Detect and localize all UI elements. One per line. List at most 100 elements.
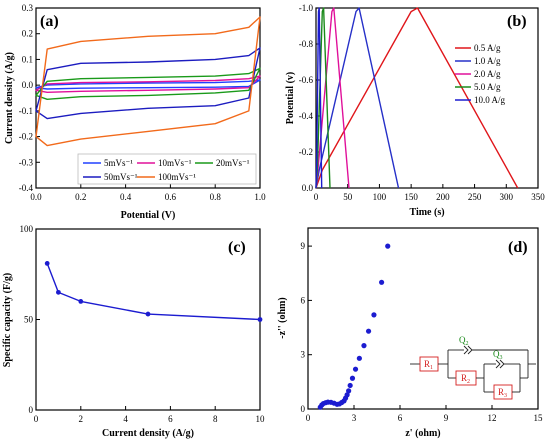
circuit-labels: R1 R2 R3 Q2 Q3 <box>424 335 507 399</box>
plot-a-ytick-label: 0.2 <box>22 29 33 39</box>
legend-b-label-2: 2.0 A/g <box>474 69 501 79</box>
plot-a-series-line <box>35 47 261 120</box>
plot-d-xtick-label: 9 <box>444 413 449 423</box>
plot-d-ytick-label: 9 <box>301 241 306 251</box>
plot-a-frame <box>35 7 261 189</box>
circuit-q2-symbol <box>463 345 473 355</box>
plot-a-xtick-label: 0.0 <box>30 192 42 202</box>
plot-d-point <box>365 328 372 334</box>
plot-b-series-line <box>315 7 400 189</box>
plot-c-xtick-label: 0 <box>34 414 39 424</box>
plot-d-ytick-label: 6 <box>301 295 306 305</box>
legend-b-label-3: 5.0 A/g <box>474 82 501 92</box>
plot-d-xtick-label: 0 <box>306 413 311 423</box>
plot-c-ytick-label: 50 <box>24 315 34 325</box>
plot-a-series-line <box>35 67 261 101</box>
plot-b-xtick-label: 200 <box>436 192 450 202</box>
plot-a-ytick-label: -0.1 <box>19 106 33 116</box>
plot-a-ylabel: Current density (A/g) <box>4 52 15 144</box>
plot-d-ylabel: -z'' (ohm) <box>277 297 288 338</box>
plot-d-point <box>346 388 352 394</box>
plot-a-ytick-label: -0.2 <box>19 132 33 142</box>
panel-b-label: (b) <box>507 13 527 30</box>
panel-c-label: (c) <box>228 239 246 256</box>
plot-d-point <box>385 243 391 249</box>
plot-c-xtick-label: 10 <box>256 414 266 424</box>
legend-a-label-20: 20mVs⁻¹ <box>216 158 250 168</box>
circuit-inset <box>410 345 536 400</box>
plot-d-xlabel: z' (ohm) <box>405 428 440 439</box>
circuit-q3-label: Q3 <box>493 349 503 361</box>
plot-b-xtick-label: 50 <box>343 192 353 202</box>
legend-a-box <box>77 153 257 185</box>
legend-a: 5mVs⁻¹ 10mVs⁻¹ 20mVs⁻¹ 50mVs⁻¹ 100mVs⁻¹ <box>77 153 257 185</box>
plot-b-xtick-label: 0 <box>314 192 319 202</box>
plot-b-ytick-label: -0.8 <box>299 39 314 49</box>
plot-a-ytick-label: -0.3 <box>19 157 34 167</box>
legend-a-label-50: 50mVs⁻¹ <box>104 172 138 182</box>
legend-a-label-10: 10mVs⁻¹ <box>158 158 192 168</box>
panel-a-label: (a) <box>40 13 59 30</box>
plot-a-xtick-label: 0.8 <box>210 192 222 202</box>
plot-b-xtick-label: 100 <box>373 192 387 202</box>
plot-d-xtick-label: 15 <box>534 413 544 423</box>
plot-d-point <box>349 375 356 381</box>
legend-a-label-100: 100mVs⁻¹ <box>158 172 196 182</box>
plot-b-ylabel: Potential (v) <box>285 72 296 125</box>
plot-d-frame <box>307 227 539 410</box>
plot-a-ytick-label: -0.4 <box>19 183 34 193</box>
plot-d-xtick-label: 3 <box>352 413 357 423</box>
plot-d-xtick-label: 6 <box>398 413 403 423</box>
plot-d-point <box>379 279 385 285</box>
plot-b-xtick-label: 150 <box>404 192 418 202</box>
plot-c-xtick-label: 8 <box>213 414 218 424</box>
plot-b-ytick-label: -0.2 <box>299 147 313 157</box>
legend-a-label-5: 5mVs⁻¹ <box>104 158 133 168</box>
plot-c-ytick-label: 0 <box>29 405 34 415</box>
plot-d-point <box>361 343 367 349</box>
circuit-r1-label: R1 <box>424 359 433 371</box>
plot-a-ytick-label: 0.1 <box>22 54 33 64</box>
circuit-r3-label: R3 <box>498 387 507 399</box>
plot-c-xlabel: Current density (A/g) <box>102 428 194 439</box>
plot-b-series-line <box>315 7 323 189</box>
plot-b-series-line <box>315 7 519 189</box>
plot-d-point <box>356 355 362 361</box>
plot-b-xtick-label: 300 <box>500 192 514 202</box>
plot-c-xtick-label: 2 <box>79 414 84 424</box>
plot-d-point <box>352 366 359 372</box>
plot-c-xtick-label: 6 <box>168 414 173 424</box>
plot-a-xtick-label: 0.2 <box>75 192 86 202</box>
plot-d-ytick-label: 3 <box>301 350 306 360</box>
plot-a-ytick-label: 0.3 <box>22 3 34 13</box>
plot-c-ylabel: Specific capacity (F/g) <box>2 273 13 367</box>
plot-c-point <box>78 299 84 304</box>
plot-d-point <box>344 392 350 398</box>
plot-b-ytick-label: -0.6 <box>299 75 314 85</box>
legend-b-label-1: 1.0 A/g <box>474 56 501 66</box>
plot-c-point <box>44 260 50 266</box>
legend-b: 0.5 A/g 1.0 A/g 2.0 A/g 5.0 A/g 10.0 A/g <box>455 43 506 105</box>
plot-a-xtick-label: 1.0 <box>254 192 266 202</box>
circuit-q2-label: Q2 <box>459 335 469 347</box>
plot-a-ytick-label: 0.0 <box>22 80 34 90</box>
plot-a-xtick-label: 0.4 <box>120 192 132 202</box>
plot-c-point <box>56 289 61 295</box>
plot-d-point <box>347 382 353 389</box>
plot-c-point <box>145 311 151 317</box>
plot-a-xtick-label: 0.6 <box>165 192 177 202</box>
plot-a-xlabel: Potential (V) <box>121 210 176 221</box>
plot-b-ytick-label: -1.0 <box>299 3 314 13</box>
plot-b-xtick-label: 350 <box>531 192 545 202</box>
panel-d-label: (d) <box>508 239 528 256</box>
plot-c-point <box>257 317 263 322</box>
plot-d-xtick-label: 12 <box>488 413 497 423</box>
legend-b-label-0: 0.5 A/g <box>474 43 501 53</box>
plot-c-frame <box>35 228 261 411</box>
plot-a-series-line <box>35 79 261 90</box>
plot-d-point <box>371 312 377 318</box>
plot-b-xlabel: Time (s) <box>409 207 444 218</box>
plot-b-frame <box>315 7 539 189</box>
plot-c-series-line <box>46 263 261 321</box>
